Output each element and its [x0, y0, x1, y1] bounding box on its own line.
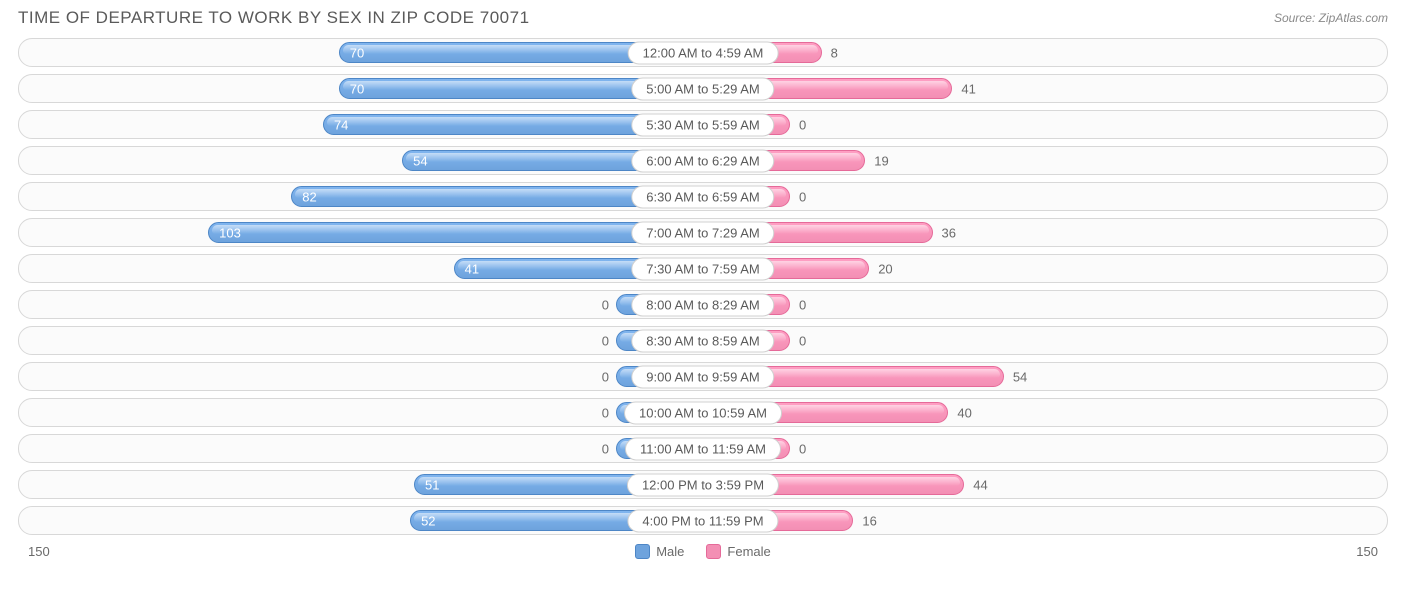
row-time-label: 8:00 AM to 8:29 AM [631, 293, 774, 316]
data-row: 0 54 9:00 AM to 9:59 AM [18, 362, 1388, 391]
value-female: 0 [799, 441, 806, 456]
data-row: 0 40 10:00 AM to 10:59 AM [18, 398, 1388, 427]
value-female: 0 [799, 333, 806, 348]
legend-swatch-female [706, 544, 721, 559]
value-male: 0 [602, 297, 609, 312]
row-time-label: 9:00 AM to 9:59 AM [631, 365, 774, 388]
row-time-label: 6:30 AM to 6:59 AM [631, 185, 774, 208]
value-female: 40 [957, 405, 971, 420]
legend-swatch-male [635, 544, 650, 559]
legend-label-male: Male [656, 544, 684, 559]
row-time-label: 12:00 AM to 4:59 AM [628, 41, 779, 64]
bar-male [291, 186, 674, 207]
value-male: 0 [602, 333, 609, 348]
axis-max-left: 150 [28, 544, 50, 559]
data-row: 74 0 5:30 AM to 5:59 AM [18, 110, 1388, 139]
value-male: 70 [350, 81, 364, 96]
data-row: 0 0 11:00 AM to 11:59 AM [18, 434, 1388, 463]
value-male: 41 [465, 261, 479, 276]
row-time-label: 4:00 PM to 11:59 PM [627, 509, 778, 532]
bar-male [323, 114, 674, 135]
chart-legend: Male Female [635, 544, 771, 559]
data-row: 54 19 6:00 AM to 6:29 AM [18, 146, 1388, 175]
chart-body: 70 8 12:00 AM to 4:59 AM 70 41 5:00 AM to 5:2… [0, 34, 1406, 535]
row-time-label: 10:00 AM to 10:59 AM [624, 401, 782, 424]
value-male: 0 [602, 405, 609, 420]
source-attribution: Source: ZipAtlas.com [1274, 11, 1388, 25]
row-time-label: 7:30 AM to 7:59 AM [631, 257, 774, 280]
value-female: 54 [1013, 369, 1027, 384]
chart-title: TIME OF DEPARTURE TO WORK BY SEX IN ZIP … [18, 8, 530, 28]
row-time-label: 11:00 AM to 11:59 AM [625, 437, 781, 460]
value-male: 103 [219, 225, 241, 240]
row-time-label: 5:00 AM to 5:29 AM [631, 77, 774, 100]
row-time-label: 6:00 AM to 6:29 AM [631, 149, 774, 172]
value-male: 54 [413, 153, 427, 168]
value-male: 0 [602, 441, 609, 456]
value-male: 51 [425, 477, 439, 492]
legend-item-female: Female [706, 544, 770, 559]
value-male: 74 [334, 117, 348, 132]
value-female: 41 [961, 81, 975, 96]
value-female: 20 [878, 261, 892, 276]
bar-male [339, 42, 674, 63]
data-row: 70 41 5:00 AM to 5:29 AM [18, 74, 1388, 103]
row-time-label: 12:00 PM to 3:59 PM [627, 473, 779, 496]
data-row: 70 8 12:00 AM to 4:59 AM [18, 38, 1388, 67]
data-row: 51 44 12:00 PM to 3:59 PM [18, 470, 1388, 499]
data-row: 41 20 7:30 AM to 7:59 AM [18, 254, 1388, 283]
legend-label-female: Female [727, 544, 770, 559]
data-row: 52 16 4:00 PM to 11:59 PM [18, 506, 1388, 535]
value-male: 82 [302, 189, 316, 204]
legend-item-male: Male [635, 544, 684, 559]
data-row: 0 0 8:30 AM to 8:59 AM [18, 326, 1388, 355]
value-female: 8 [831, 45, 838, 60]
bar-male [339, 78, 674, 99]
value-male: 0 [602, 369, 609, 384]
data-row: 0 0 8:00 AM to 8:29 AM [18, 290, 1388, 319]
value-male: 52 [421, 513, 435, 528]
row-time-label: 5:30 AM to 5:59 AM [631, 113, 774, 136]
value-female: 0 [799, 297, 806, 312]
value-female: 19 [874, 153, 888, 168]
value-female: 0 [799, 189, 806, 204]
data-row: 103 36 7:00 AM to 7:29 AM [18, 218, 1388, 247]
value-female: 36 [942, 225, 956, 240]
value-female: 0 [799, 117, 806, 132]
bar-male [208, 222, 674, 243]
value-male: 70 [350, 45, 364, 60]
data-row: 82 0 6:30 AM to 6:59 AM [18, 182, 1388, 211]
row-time-label: 7:00 AM to 7:29 AM [631, 221, 774, 244]
value-female: 16 [862, 513, 876, 528]
value-female: 44 [973, 477, 987, 492]
axis-max-right: 150 [1356, 544, 1378, 559]
chart-header: TIME OF DEPARTURE TO WORK BY SEX IN ZIP … [0, 0, 1406, 34]
row-time-label: 8:30 AM to 8:59 AM [631, 329, 774, 352]
chart-footer: 150 Male Female 150 [0, 542, 1406, 559]
